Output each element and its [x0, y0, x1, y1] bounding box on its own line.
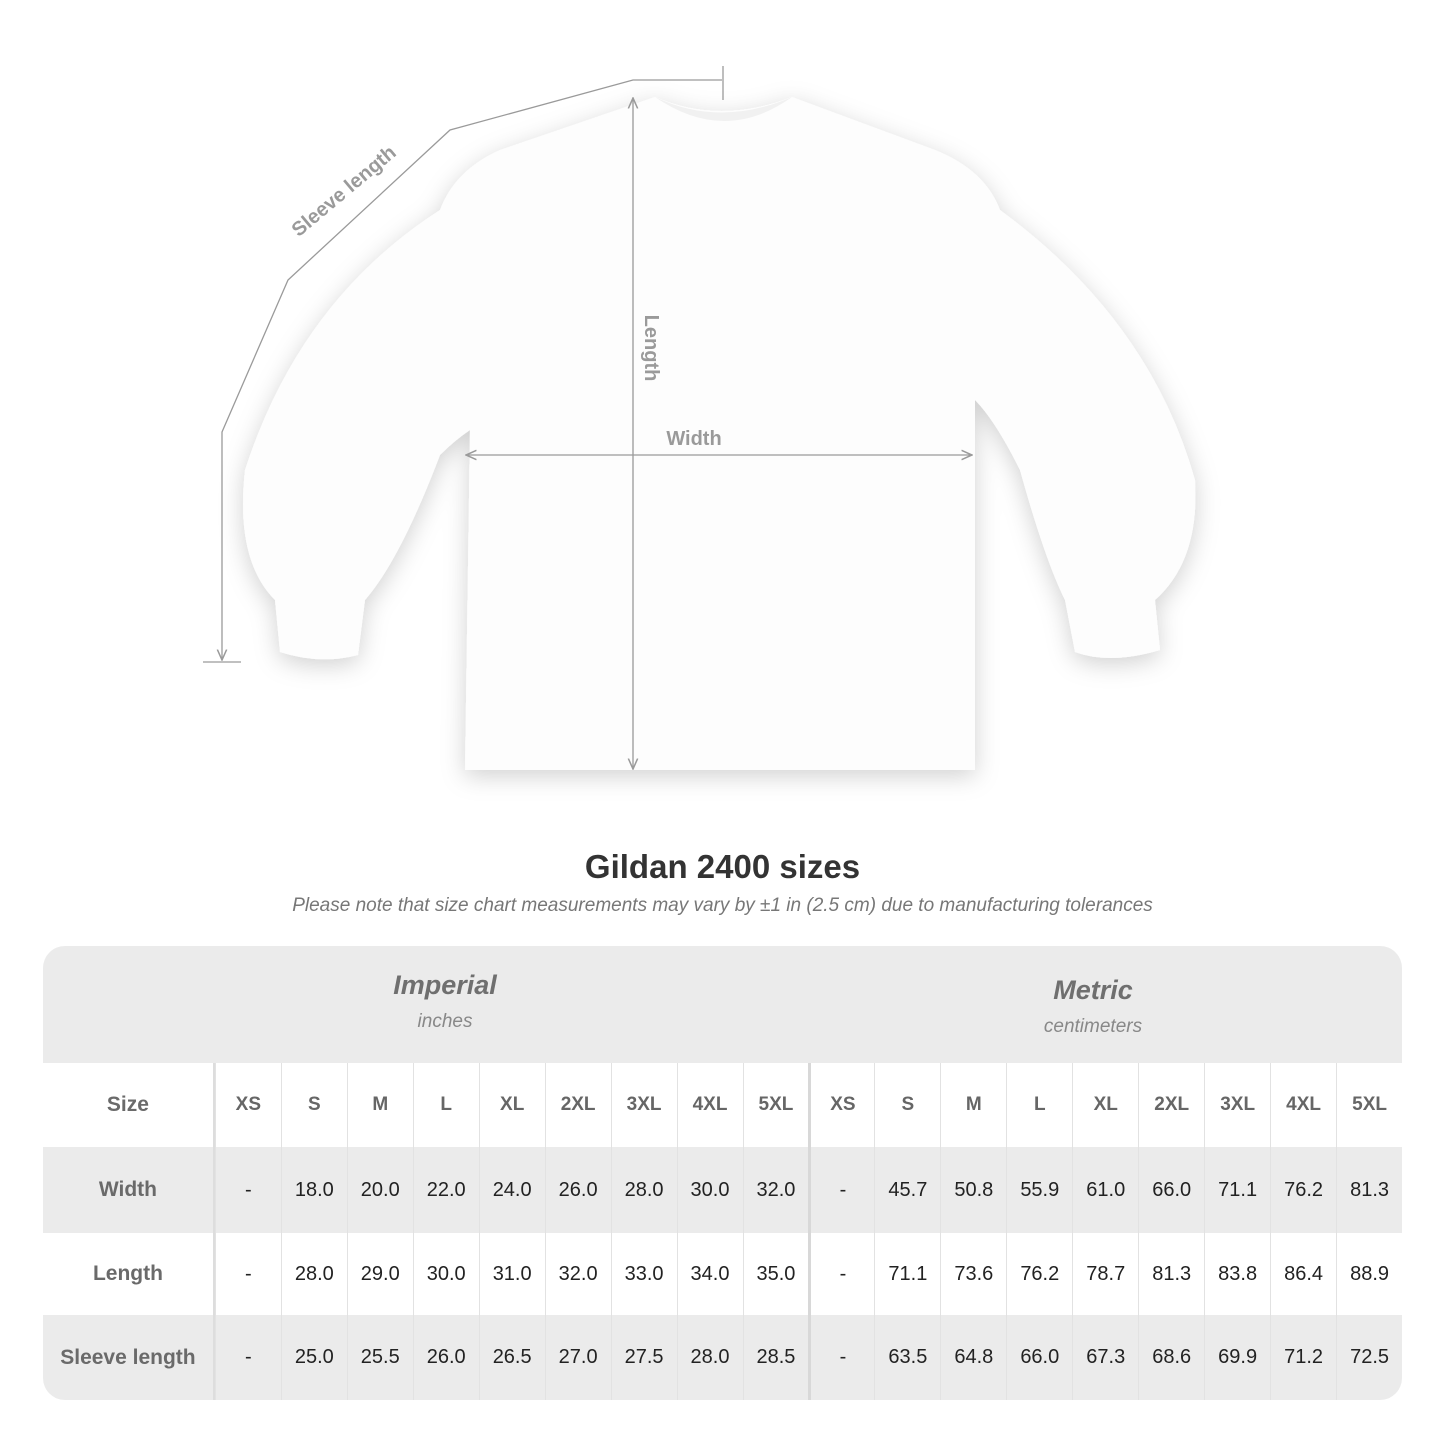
table-cell: 78.7: [1072, 1233, 1138, 1315]
table-cell: 35.0: [742, 1233, 809, 1315]
table-row: Width -18.0 20.0 22.0 24.0 26.0 28.0 30.0 32.0-4…: [43, 1147, 1402, 1233]
table-cell: -: [808, 1315, 874, 1400]
table-cell: 64.8: [940, 1315, 1006, 1400]
table-cell: 25.0: [280, 1315, 347, 1400]
table-cell: 5XL: [742, 1063, 809, 1147]
table-cell: 83.8: [1204, 1233, 1270, 1315]
table-cell: 20.0: [346, 1147, 413, 1233]
table-cell: 3XL: [610, 1063, 677, 1147]
table-cell: 63.5: [874, 1315, 940, 1400]
row-label: Width: [43, 1147, 215, 1233]
table-cell: -: [808, 1233, 874, 1315]
table-cell: -: [214, 1315, 281, 1400]
table-cell: 5XL: [1336, 1063, 1402, 1147]
table-cell: -: [214, 1147, 281, 1233]
table-cell: 26.5: [478, 1315, 545, 1400]
table-cell: M: [940, 1063, 1006, 1147]
units-header: [43, 946, 1402, 1063]
table-cell: 88.9: [1336, 1233, 1402, 1315]
length-label: Length: [640, 315, 662, 382]
table-cell: -: [808, 1147, 874, 1233]
shirt-image: [243, 97, 1196, 770]
table-cell: 32.0: [742, 1147, 809, 1233]
table-cell: 68.6: [1138, 1315, 1204, 1400]
table-cell: 61.0: [1072, 1147, 1138, 1233]
width-label: Width: [666, 428, 721, 450]
table-cell: 27.5: [610, 1315, 677, 1400]
table-cell: 33.0: [610, 1233, 677, 1315]
shirt-diagram: Sleeve length Length Width: [203, 66, 1196, 820]
imperial-unit: inches: [417, 1011, 473, 1032]
table-cell: 66.0: [1006, 1315, 1072, 1400]
size-header-row: Size XS S M L XL 2XL 3XL 4XL 5XL XS S M L XL 2XL 3XL 4XL 5…: [43, 1063, 1402, 1147]
table-cell: 29.0: [346, 1233, 413, 1315]
table-cell: 73.6: [940, 1233, 1006, 1315]
page-title: Gildan 2400 sizes: [584, 848, 861, 885]
table-cell: 25.5: [346, 1315, 413, 1400]
table-cell: 30.0: [676, 1147, 743, 1233]
table-cell: 32.0: [544, 1233, 611, 1315]
table-row: Sleeve length -25.0 25.5 26.0 26.5 27.0 27.5 28…: [43, 1315, 1402, 1400]
table-cell: L: [1006, 1063, 1072, 1147]
table-cell: S: [874, 1063, 940, 1147]
table-cell: 26.0: [544, 1147, 611, 1233]
table-cell: 4XL: [676, 1063, 743, 1147]
table-cell: 27.0: [544, 1315, 611, 1400]
table-cell: 30.0: [412, 1233, 479, 1315]
row-label: Size: [43, 1063, 215, 1147]
table-cell: 71.1: [874, 1233, 940, 1315]
row-label: Sleeve length: [43, 1315, 215, 1400]
metric-unit: centimeters: [1043, 1016, 1143, 1037]
table-cell: 24.0: [478, 1147, 545, 1233]
table-cell: 50.8: [940, 1147, 1006, 1233]
table-cell: 67.3: [1072, 1315, 1138, 1400]
table-cell: 76.2: [1006, 1233, 1072, 1315]
table-cell: 69.9: [1204, 1315, 1270, 1400]
table-cell: S: [280, 1063, 347, 1147]
table-cell: 22.0: [412, 1147, 479, 1233]
table-cell: 86.4: [1270, 1233, 1336, 1315]
table-cell: M: [346, 1063, 413, 1147]
size-table: Imperial inches Metric centimeters Size X…: [43, 946, 1402, 1400]
row-label: Length: [43, 1233, 215, 1315]
tolerance-note: Please note that size chart measurements…: [292, 895, 1153, 916]
metric-title: Metric: [1053, 975, 1133, 1005]
table-cell: 28.5: [742, 1315, 809, 1400]
table-cell: XS: [808, 1063, 874, 1147]
table-row: Length -28.0 29.0 30.0 31.0 32.0 33.0 34.0 35.0-…: [43, 1233, 1402, 1315]
table-cell: 72.5: [1336, 1315, 1402, 1400]
table-cell: 18.0: [280, 1147, 347, 1233]
table-cell: 55.9: [1006, 1147, 1072, 1233]
imperial-title: Imperial: [393, 970, 497, 1000]
table-cell: 31.0: [478, 1233, 545, 1315]
table-cell: 26.0: [412, 1315, 479, 1400]
table-cell: 2XL: [1138, 1063, 1204, 1147]
table-cell: 28.0: [610, 1147, 677, 1233]
table-cell: 45.7: [874, 1147, 940, 1233]
table-cell: 2XL: [544, 1063, 611, 1147]
table-cell: XS: [214, 1063, 281, 1147]
table-cell: 81.3: [1336, 1147, 1402, 1233]
table-cell: 71.1: [1204, 1147, 1270, 1233]
table-cell: 4XL: [1270, 1063, 1336, 1147]
table-cell: 34.0: [676, 1233, 743, 1315]
table-cell: L: [412, 1063, 479, 1147]
table-cell: 66.0: [1138, 1147, 1204, 1233]
table-cell: XL: [1072, 1063, 1138, 1147]
table-cell: 3XL: [1204, 1063, 1270, 1147]
sleeve-length-line: [222, 79, 722, 660]
table-cell: 76.2: [1270, 1147, 1336, 1233]
table-cell: XL: [478, 1063, 545, 1147]
table-cell: -: [214, 1233, 281, 1315]
table-cell: 81.3: [1138, 1233, 1204, 1315]
imperial-header: Imperial inches: [215, 970, 675, 1033]
table-cell: 28.0: [280, 1233, 347, 1315]
metric-header: Metric centimeters: [809, 975, 1377, 1038]
table-cell: 71.2: [1270, 1315, 1336, 1400]
table-cell: 28.0: [676, 1315, 743, 1400]
